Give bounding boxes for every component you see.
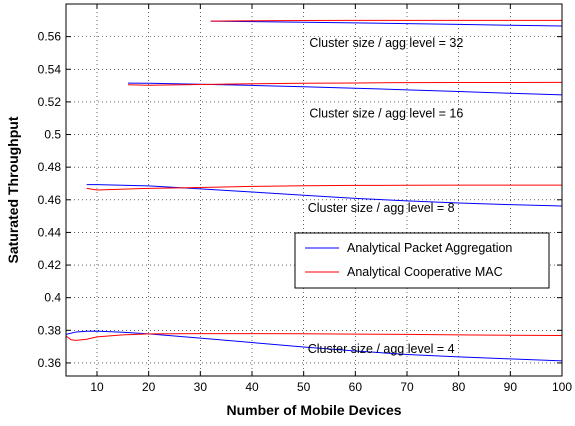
- y-tick-label: 0.44: [38, 225, 62, 239]
- x-axis-title: Number of Mobile Devices: [226, 402, 401, 418]
- x-tick-label: 30: [194, 380, 208, 394]
- y-tick-label: 0.54: [38, 62, 62, 76]
- series-line-analytical-packet-aggregation-32: [210, 20, 563, 27]
- annotations: Cluster size / agg level = 32 Cluster siz…: [308, 36, 464, 356]
- x-tick-label: 40: [245, 380, 259, 394]
- y-tick-label: 0.42: [38, 258, 62, 272]
- x-tick-label: 20: [142, 380, 156, 394]
- x-tick-label: 90: [504, 380, 518, 394]
- x-tick-label: 80: [452, 380, 466, 394]
- cluster-size-annotation: Cluster size / agg level = 16: [309, 106, 463, 120]
- series-line-analytical-packet-aggregation-16: [127, 82, 563, 96]
- series-line-analytical-packet-aggregation-8: [86, 184, 563, 207]
- y-tick-label: 0.48: [38, 160, 62, 174]
- plot-area-frame: [65, 3, 563, 377]
- series-line-analytical-cooperative-mac-4: [65, 333, 563, 341]
- y-tick-label: 0.52: [38, 95, 62, 109]
- x-tick-label: 10: [90, 380, 104, 394]
- y-axis-title: Saturated Throughput: [5, 116, 21, 263]
- cluster-size-annotation: Cluster size / agg level = 32: [309, 36, 463, 50]
- x-tick-label: 70: [400, 380, 414, 394]
- series-line-analytical-cooperative-mac-16: [127, 81, 563, 86]
- cluster-size-annotation: Cluster size / agg level = 4: [308, 342, 455, 356]
- y-tick-label: 0.4: [44, 291, 61, 305]
- y-tick-label: 0.38: [38, 323, 62, 337]
- x-tick-label: 50: [297, 380, 311, 394]
- series-line-analytical-packet-aggregation-4: [65, 330, 563, 362]
- cluster-size-annotation: Cluster size / agg level = 8: [308, 201, 455, 215]
- y-tick-label: 0.36: [38, 356, 62, 370]
- legend-box: [294, 232, 550, 289]
- x-tick-label: 60: [349, 380, 363, 394]
- series-line-analytical-cooperative-mac-32: [210, 19, 562, 22]
- series-lines: [65, 19, 563, 362]
- series-line-analytical-cooperative-mac-8: [86, 184, 562, 191]
- legend-label: Analytical Packet Aggregation: [347, 241, 512, 255]
- y-tick-label: 0.56: [38, 30, 62, 44]
- legend-label: Analytical Cooperative MAC: [347, 265, 503, 279]
- y-tick-label: 0.46: [38, 193, 62, 207]
- y-tick-label: 0.5: [44, 128, 61, 142]
- axis-ticks: 10 20 30 40 50 60 70 80 90 100 0.36 0.38 0.4 0.42 0.44…: [38, 4, 572, 394]
- plot-background: [66, 4, 562, 376]
- legend: Analytical Packet Aggregation Analytical …: [294, 232, 550, 289]
- x-tick-label: 100: [552, 380, 572, 394]
